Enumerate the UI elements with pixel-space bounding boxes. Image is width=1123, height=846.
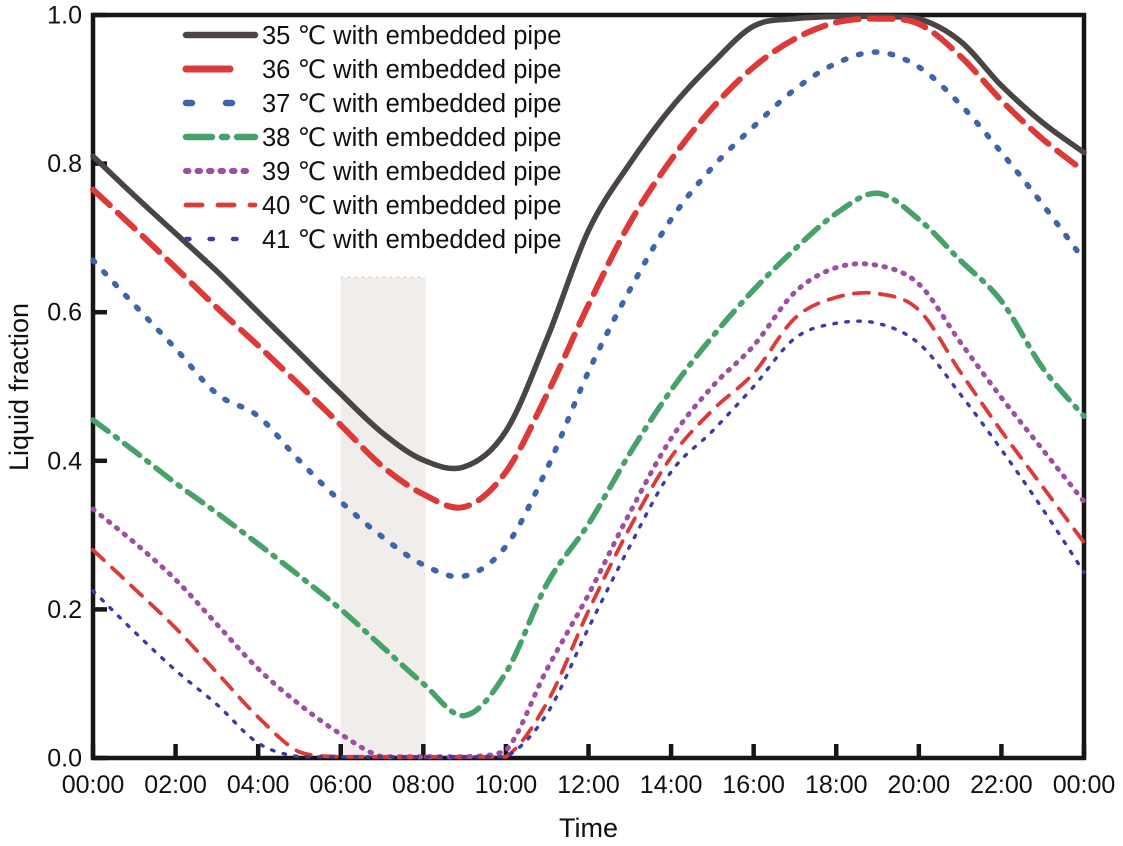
x-tick-label: 16:00 [722,771,785,799]
x-tick-label: 22:00 [970,771,1033,799]
shaded-region-fill [340,277,426,757]
series-line-38c [90,190,1087,719]
y-tick-label: 0.4 [47,447,82,475]
legend-item-38c: 38 ℃ with embedded pipe [182,124,561,152]
shaded-region [340,276,426,757]
legend-label-41c: 41 ℃ with embedded pipe [262,226,561,254]
legend-item-36c: 36 ℃ with embedded pipe [182,56,561,84]
series-line-40c [91,290,1086,759]
legend-item-39c: 39 ℃ with embedded pipe [183,158,561,186]
series-lines [90,13,1087,760]
legend-label-35c: 35 ℃ with embedded pipe [262,22,561,50]
x-tick-label: 10:00 [475,771,538,799]
legend-label-37c: 37 ℃ with embedded pipe [262,90,561,118]
x-tick-label: 00:00 [1053,771,1116,799]
x-tick-label: 14:00 [640,771,703,799]
legend-label-40c: 40 ℃ with embedded pipe [262,192,561,220]
y-tick-label: 0.0 [47,745,82,773]
y-tick-label: 0.8 [47,150,82,178]
x-tick-label: 02:00 [144,771,207,799]
y-axis: 0.0 0.2 0.4 0.6 0.8 1.0 [47,2,107,773]
legend: 35 ℃ with embedded pipe 36 ℃ with embedde… [182,22,561,254]
legend-label-38c: 38 ℃ with embedded pipe [262,124,561,152]
x-axis: 00:00 02:00 04:00 06:00 08:00 10:00 12:00 14:00… [62,744,1116,799]
y-tick-label: 0.2 [47,596,82,624]
legend-label-36c: 36 ℃ with embedded pipe [262,56,561,84]
x-tick-label: 08:00 [392,771,455,799]
x-tick-label: 06:00 [309,771,372,799]
x-axis-title: Time [559,813,618,843]
legend-item-37c: 37 ℃ with embedded pipe [182,90,561,118]
x-tick-label: 20:00 [888,771,951,799]
series-line-36c [90,15,1087,511]
series-line-39c [90,261,1087,760]
series-line-35c [90,13,1087,472]
x-tick-label: 18:00 [805,771,868,799]
legend-label-39c: 39 ℃ with embedded pipe [262,158,561,186]
x-tick-label: 00:00 [62,771,125,799]
y-tick-label: 0.6 [47,299,82,327]
x-tick-label: 04:00 [227,771,290,799]
x-tick-label: 12:00 [557,771,620,799]
legend-item-41c: 41 ℃ with embedded pipe [183,226,561,254]
y-tick-label: 1.0 [47,2,82,30]
legend-item-35c: 35 ℃ with embedded pipe [182,22,561,50]
series-line-37c [90,49,1087,580]
series-line-41c [91,319,1086,759]
legend-item-40c: 40 ℃ with embedded pipe [183,192,561,220]
y-axis-title: Liquid fraction [4,303,34,471]
